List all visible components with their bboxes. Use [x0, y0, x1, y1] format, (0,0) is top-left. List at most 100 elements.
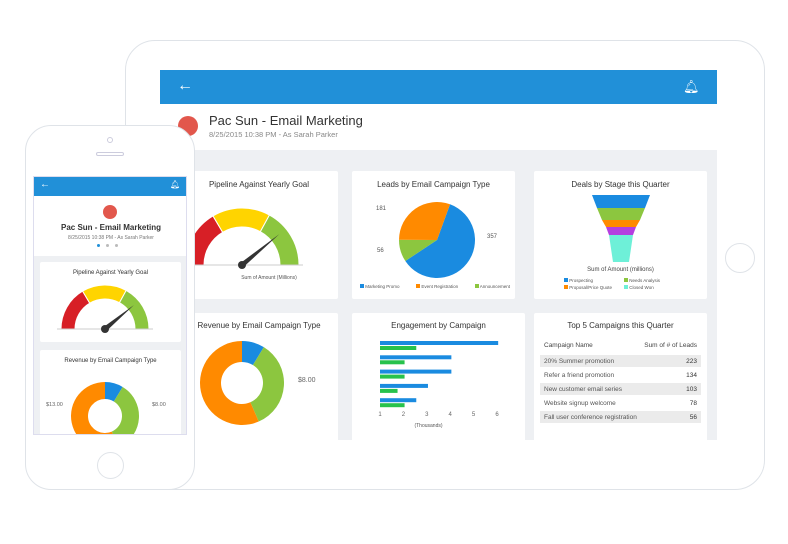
legend-label: Proposal/Price Quote: [569, 285, 613, 290]
card-top5-table[interactable]: Top 5 Campaigns this Quarter Campaign Na…: [534, 313, 707, 440]
card-revenue-donut[interactable]: Revenue by Email Campaign Type $13.00 $8…: [172, 313, 338, 440]
page-title: Pac Sun - Email Marketing: [60, 223, 162, 232]
column-header: Campaign Name: [544, 341, 593, 349]
slice-marketing-promo: [405, 204, 475, 278]
cell-leads: 134: [686, 371, 697, 379]
bar-blue: [380, 369, 452, 374]
gauge-needle: [240, 234, 280, 267]
card-title: Pipeline Against Yearly Goal: [208, 180, 310, 189]
bell-icon[interactable]: 🔔︎: [170, 180, 181, 189]
donut-label: $13.00: [46, 402, 63, 408]
gauge-band-green: [118, 289, 150, 330]
bar-green: [380, 346, 417, 350]
arrow-left-icon[interactable]: ←: [40, 179, 50, 190]
cell-campaign: Website signup welcome: [544, 399, 616, 407]
slice-marketing-promo: [105, 382, 123, 402]
card-engagement-bars[interactable]: Engagement by Campaign 1 2 3 4 5 6 (Thousands…: [352, 313, 525, 440]
legend-label: Needs Analysis: [629, 278, 661, 283]
cell-leads: 223: [686, 357, 697, 365]
x-axis-label: (Thousands): [414, 423, 443, 429]
tablet-home-button: [725, 243, 755, 273]
phone-screen: ← 🔔︎ Pac Sun - Email Marketing 8/25/2015…: [33, 176, 187, 435]
x-tick-label: 5: [472, 412, 476, 418]
gauge-chart: [181, 207, 303, 269]
phone-card-revenue-donut[interactable]: Revenue by Email Campaign Type $13.00 $8…: [40, 350, 181, 434]
slice-marketing-promo: [242, 341, 264, 366]
cell-campaign: Refer a friend promotion: [544, 371, 615, 379]
bar-green: [380, 374, 405, 379]
donut-label: $8.00: [298, 377, 316, 384]
pie-label: 181: [376, 206, 387, 212]
cell-leads: 78: [689, 399, 697, 407]
funnel-stage: [606, 227, 636, 235]
card-title: Leads by Email Campaign Type: [377, 180, 490, 189]
slice-announcement: [250, 347, 284, 422]
slice-event-registration: [71, 382, 113, 434]
column-header: Sum of # of Leads: [644, 341, 697, 349]
card-title: Revenue by Email Campaign Type: [197, 321, 321, 330]
legend-label: Closed Won: [629, 285, 654, 290]
pie-legend: Marketing Promo Event Registration Annou…: [360, 284, 510, 289]
donut-chart: [200, 341, 284, 425]
bell-icon[interactable]: 🔔︎: [683, 79, 700, 94]
pie-label: 357: [487, 234, 498, 240]
legend-item: Proposal/Price Quote: [564, 285, 624, 290]
table-row[interactable]: Fall user conference registration 56: [540, 411, 701, 423]
page-title: Pac Sun - Email Marketing: [209, 113, 363, 128]
slice-announcement: [399, 239, 437, 262]
bar-blue: [380, 355, 452, 360]
title-area: Pac Sun - Email Marketing 8/25/2015 10:3…: [160, 104, 717, 150]
cell-leads: 103: [686, 385, 697, 393]
speedometer-icon: [103, 205, 117, 219]
phone-title-area: Pac Sun - Email Marketing 8/25/2015 10:3…: [34, 196, 186, 256]
funnel-axis-label: Sum of Amount (millions): [587, 267, 654, 273]
cell-campaign: Fall user conference registration: [544, 413, 637, 421]
cell-campaign: 20% Summer promotion: [544, 357, 615, 365]
legend-label: Marketing Promo: [365, 284, 400, 289]
x-tick-label: 4: [449, 412, 453, 418]
table-row[interactable]: New customer email series 103: [540, 383, 701, 395]
legend-item: Prospecting: [564, 278, 624, 283]
phone-header-bar: ← 🔔︎: [34, 177, 186, 196]
card-title: Engagement by Campaign: [391, 321, 486, 330]
card-deals-funnel[interactable]: Deals by Stage this Quarter Sum of Amoun…: [534, 171, 707, 299]
phone-camera: [107, 137, 113, 143]
phone-speaker: [96, 152, 124, 156]
legend-item: Closed Won: [624, 285, 684, 290]
slice-event-registration: [200, 341, 259, 425]
table-header: Campaign Name Sum of # of Leads: [540, 339, 701, 351]
page-dot[interactable]: [106, 244, 109, 247]
cell-leads: 56: [689, 413, 697, 421]
pie-label: 56: [377, 248, 384, 254]
donut-chart: [71, 382, 139, 434]
table-row[interactable]: Refer a friend promotion 134: [540, 369, 701, 381]
tablet-screen: ← 🔔︎ Pac Sun - Email Marketing 8/25/2015…: [160, 70, 717, 440]
gauge-band-yellow: [81, 284, 127, 304]
card-title: Top 5 Campaigns this Quarter: [567, 321, 674, 330]
phone-card-pipeline-gauge[interactable]: Pipeline Against Yearly Goal: [40, 262, 181, 342]
card-leads-pie[interactable]: Leads by Email Campaign Type 181 56 357 …: [352, 171, 515, 299]
page-dot-active[interactable]: [97, 244, 100, 247]
legend-label: Announcement: [479, 284, 510, 289]
gauge-axis-label: Sum of Amount (Millions): [241, 275, 297, 281]
card-title: Pipeline Against Yearly Goal: [72, 270, 149, 276]
x-tick-label: 6: [495, 412, 499, 418]
bar-blue: [380, 398, 417, 403]
arrow-left-icon[interactable]: ←: [177, 77, 193, 94]
funnel-stage: [609, 235, 633, 262]
funnel-stage: [592, 195, 650, 208]
x-tick-label: 2: [402, 412, 406, 418]
bar-blue: [380, 383, 428, 388]
table-row[interactable]: Website signup welcome 78: [540, 397, 701, 409]
page-indicator[interactable]: [97, 244, 118, 247]
page-subtitle: 8/25/2015 10:38 PM - As Sarah Parker: [209, 130, 338, 139]
funnel-stage: [597, 208, 645, 220]
legend-label: Event Registration: [421, 284, 459, 289]
gauge-band-yellow: [212, 207, 271, 233]
bar-green: [380, 388, 398, 393]
legend-item: Marketing Promo: [360, 284, 400, 289]
table-row[interactable]: 20% Summer promotion 223: [540, 355, 701, 367]
page-dot[interactable]: [115, 244, 118, 247]
card-pipeline-gauge[interactable]: Pipeline Against Yearly Goal Sum of Amou…: [180, 171, 338, 299]
tablet-header-bar: ← 🔔︎: [160, 70, 717, 104]
